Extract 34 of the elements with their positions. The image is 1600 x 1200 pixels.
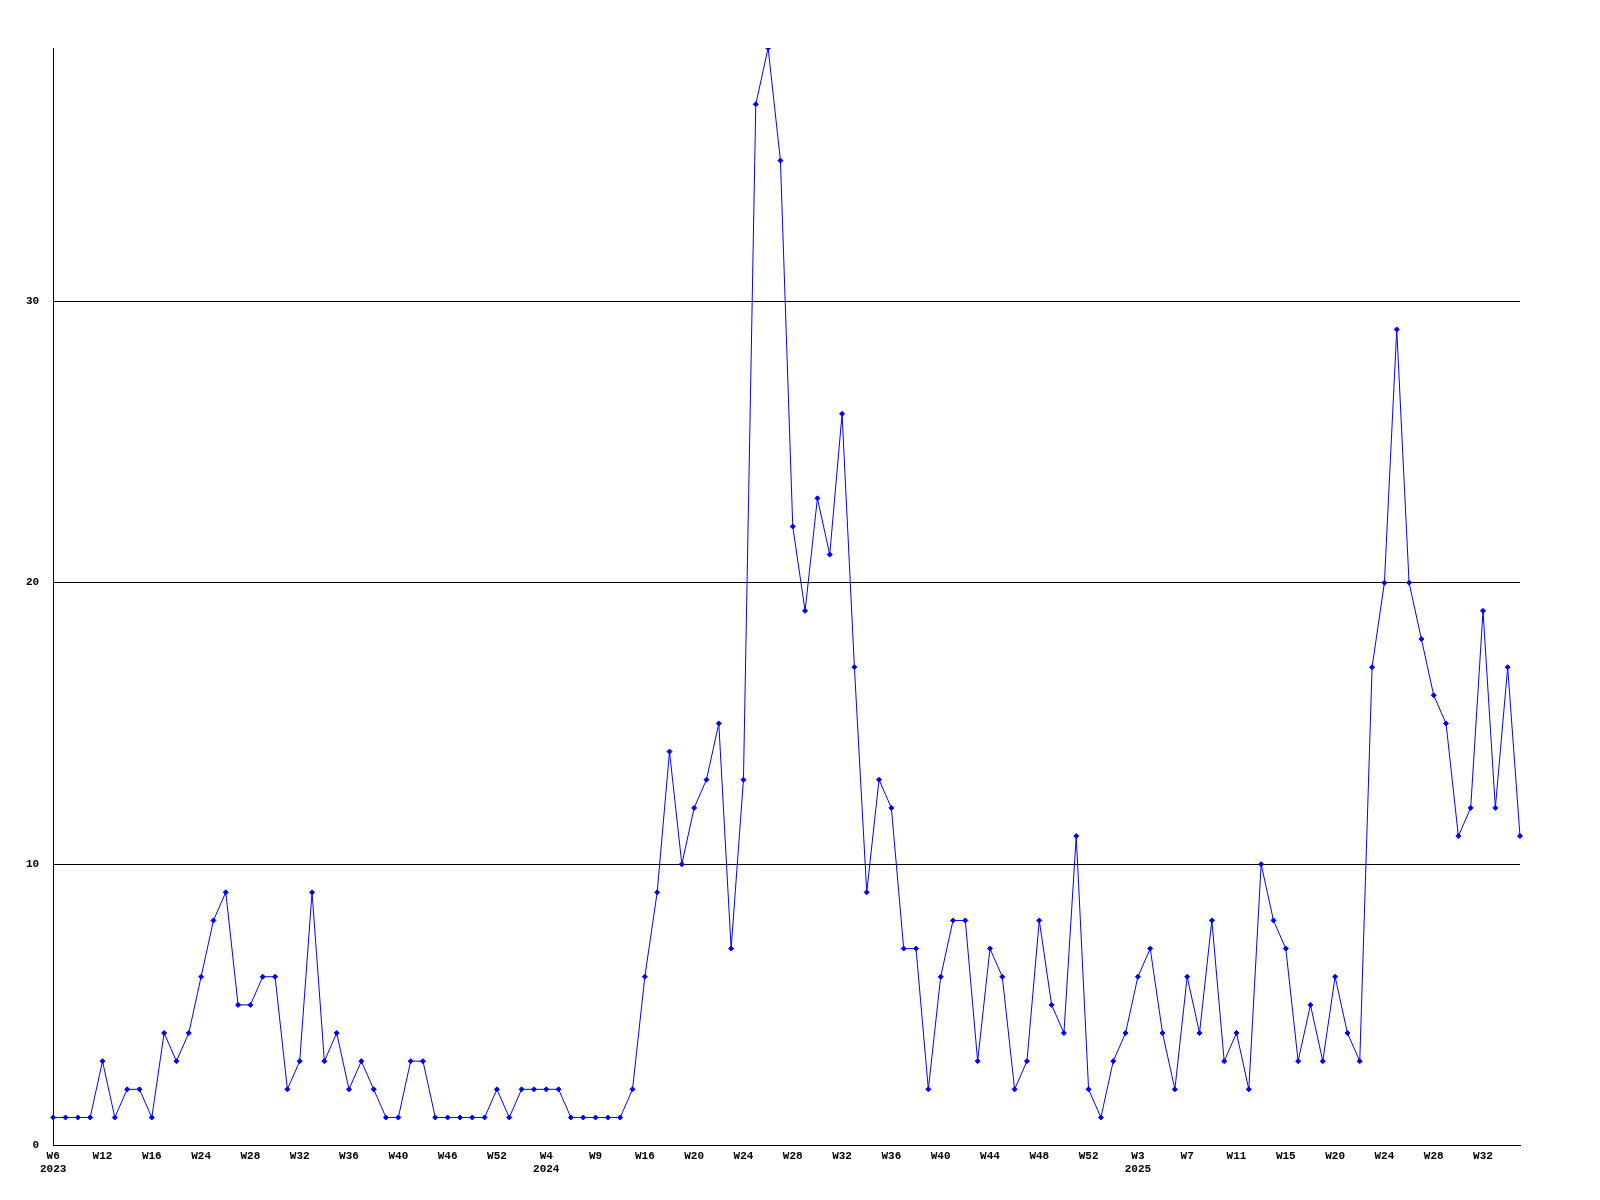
x-tick-label: W46 bbox=[437, 1149, 458, 1162]
y-tick-label: 30 bbox=[26, 295, 40, 308]
x-tick-label: W12 bbox=[92, 1149, 113, 1162]
x-tick-label: W9 bbox=[588, 1149, 603, 1162]
x-tick-label: W4 2024 bbox=[533, 1149, 560, 1176]
y-tick-label: 20 bbox=[26, 576, 40, 589]
y-tick-label: 0 bbox=[32, 1139, 40, 1152]
x-tick-label: W28 bbox=[782, 1149, 804, 1162]
x-tick-label: W32 bbox=[1473, 1149, 1493, 1162]
x-tick-label: W15 bbox=[1275, 1149, 1297, 1162]
x-tick-label: W16 bbox=[634, 1149, 655, 1162]
y-tick-label: 10 bbox=[26, 857, 40, 870]
x-tick-label: W6 2023 bbox=[40, 1149, 67, 1176]
x-tick-label: W3 2025 bbox=[1124, 1149, 1152, 1176]
x-tick-label: W28 bbox=[1423, 1149, 1445, 1162]
x-tick-label: W32 bbox=[832, 1149, 852, 1162]
x-tick-label: W52 bbox=[1078, 1149, 1099, 1162]
x-tick-label: W11 bbox=[1226, 1149, 1247, 1162]
x-tick-label: W52 bbox=[487, 1149, 507, 1162]
x-tick-label: W36 bbox=[339, 1149, 359, 1162]
x-tick-label: W16 bbox=[141, 1149, 162, 1162]
x-tick-label: W40 bbox=[930, 1149, 951, 1162]
x-tick-label: W7 bbox=[1180, 1149, 1194, 1162]
x-tick-label: W40 bbox=[388, 1149, 409, 1162]
x-tick-label: W20 bbox=[684, 1149, 705, 1162]
x-tick-label: W28 bbox=[240, 1149, 261, 1162]
x-tick-label: W24 bbox=[733, 1149, 754, 1162]
x-tick-label: W44 bbox=[980, 1149, 1001, 1162]
x-tick-label: W32 bbox=[289, 1149, 310, 1162]
x-tick-label: W24 bbox=[1374, 1149, 1395, 1162]
x-tick-label: W20 bbox=[1325, 1149, 1346, 1162]
x-tick-label: W48 bbox=[1029, 1149, 1050, 1162]
x-tick-label: W24 bbox=[191, 1149, 212, 1162]
x-tick-label: W36 bbox=[881, 1149, 902, 1162]
